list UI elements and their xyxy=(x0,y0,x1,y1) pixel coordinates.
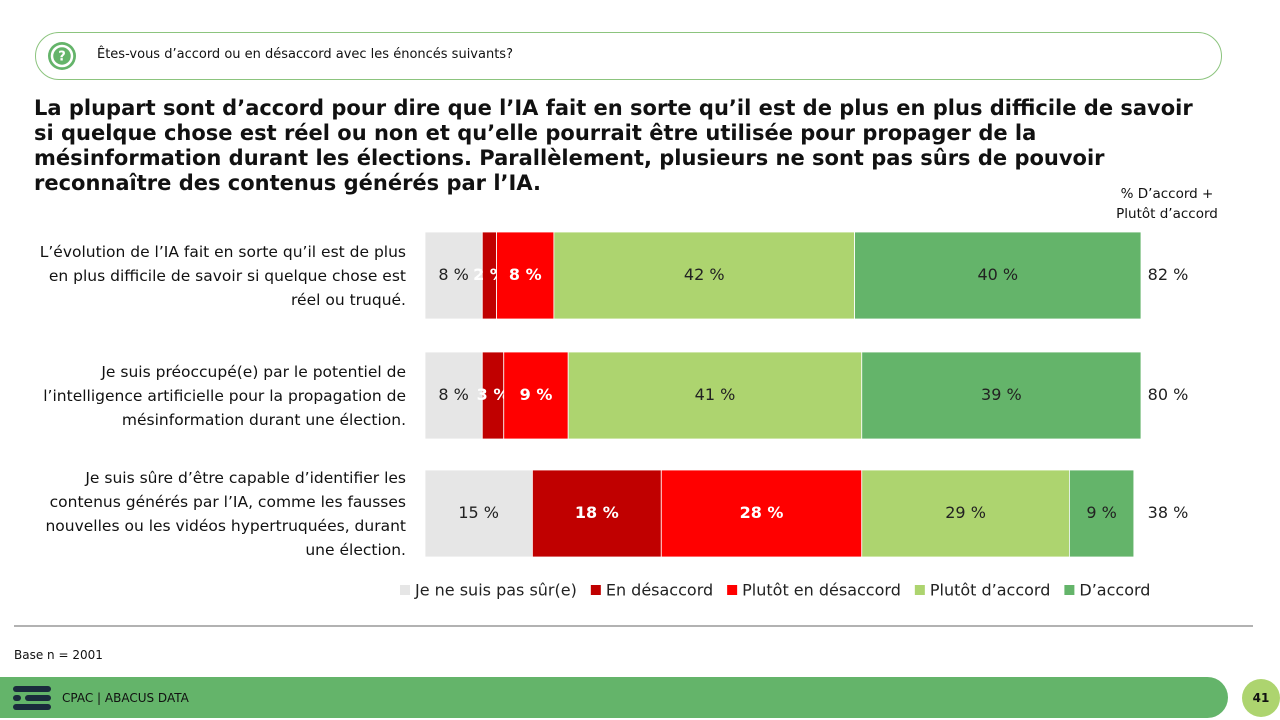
bar-segment xyxy=(567,351,863,440)
category-label: Je suis préoccupé(e) par le potentiel de… xyxy=(43,363,406,429)
value-label: 8 % xyxy=(509,265,542,284)
value-label: 28 % xyxy=(740,503,784,522)
value-label: 39 % xyxy=(981,385,1022,404)
bar-segment xyxy=(532,469,662,558)
legend-swatch xyxy=(590,585,601,595)
bar-segment xyxy=(854,231,1142,320)
category-label: Je suis sûre d’être capable d’identifier… xyxy=(45,469,406,559)
question: Êtes-vous d’accord ou en désaccord avec … xyxy=(97,47,513,62)
value-label: 9 % xyxy=(1086,503,1116,522)
legend-label: D’accord xyxy=(1079,581,1150,600)
net-label: 82 % xyxy=(1148,265,1189,284)
value-label: 9 % xyxy=(520,385,553,404)
legend-swatch xyxy=(400,585,410,595)
question-icon-ring xyxy=(50,44,74,68)
bar-segment xyxy=(503,351,569,440)
value-label: 8 % xyxy=(438,385,468,404)
value-label: 42 % xyxy=(684,265,725,284)
legend-swatch xyxy=(914,585,925,595)
value-label: 29 % xyxy=(945,503,986,522)
legend-label: En désaccord xyxy=(606,581,713,600)
bar-segment xyxy=(553,231,856,320)
bar-segment xyxy=(861,351,1142,440)
value-label: 40 % xyxy=(977,265,1018,284)
footer-bar xyxy=(0,677,1228,718)
legend-label: Plutôt en désaccord xyxy=(742,581,901,600)
legend-label: Je ne suis pas sûr(e) xyxy=(414,581,577,600)
bar-segment xyxy=(660,469,863,558)
legend-swatch xyxy=(1064,585,1075,595)
value-label: 15 % xyxy=(458,503,499,522)
category-label: L’évolution de l’IA fait en sorte qu’il … xyxy=(39,243,406,309)
value-label: 3 % xyxy=(477,385,510,404)
value-label: 41 % xyxy=(695,385,736,404)
chart-title: La plupart sont d’accord pour dire que l… xyxy=(34,96,1193,195)
page-number: 41 xyxy=(1242,679,1280,717)
question-icon-mark: ? xyxy=(58,50,66,65)
base-note: Base n = 2001 xyxy=(14,648,103,662)
bar-segment xyxy=(424,231,483,320)
bar-segment xyxy=(1069,469,1135,558)
source: CPAC | ABACUS DATA xyxy=(62,691,189,705)
net-label: 80 % xyxy=(1148,385,1189,404)
logo xyxy=(13,686,51,710)
net-header: % D’accord + Plutôt d’accord xyxy=(1116,186,1218,222)
question-box xyxy=(35,32,1222,80)
bar-segment xyxy=(424,469,533,558)
bar-segment xyxy=(861,469,1070,558)
value-label: 8 % xyxy=(438,265,468,284)
value-label: 18 % xyxy=(575,503,619,522)
legend-swatch xyxy=(727,585,738,595)
net-label: 38 % xyxy=(1148,503,1189,522)
legend-label: Plutôt d’accord xyxy=(930,581,1051,600)
bar-segment xyxy=(424,351,483,440)
bar-segment xyxy=(496,231,555,320)
